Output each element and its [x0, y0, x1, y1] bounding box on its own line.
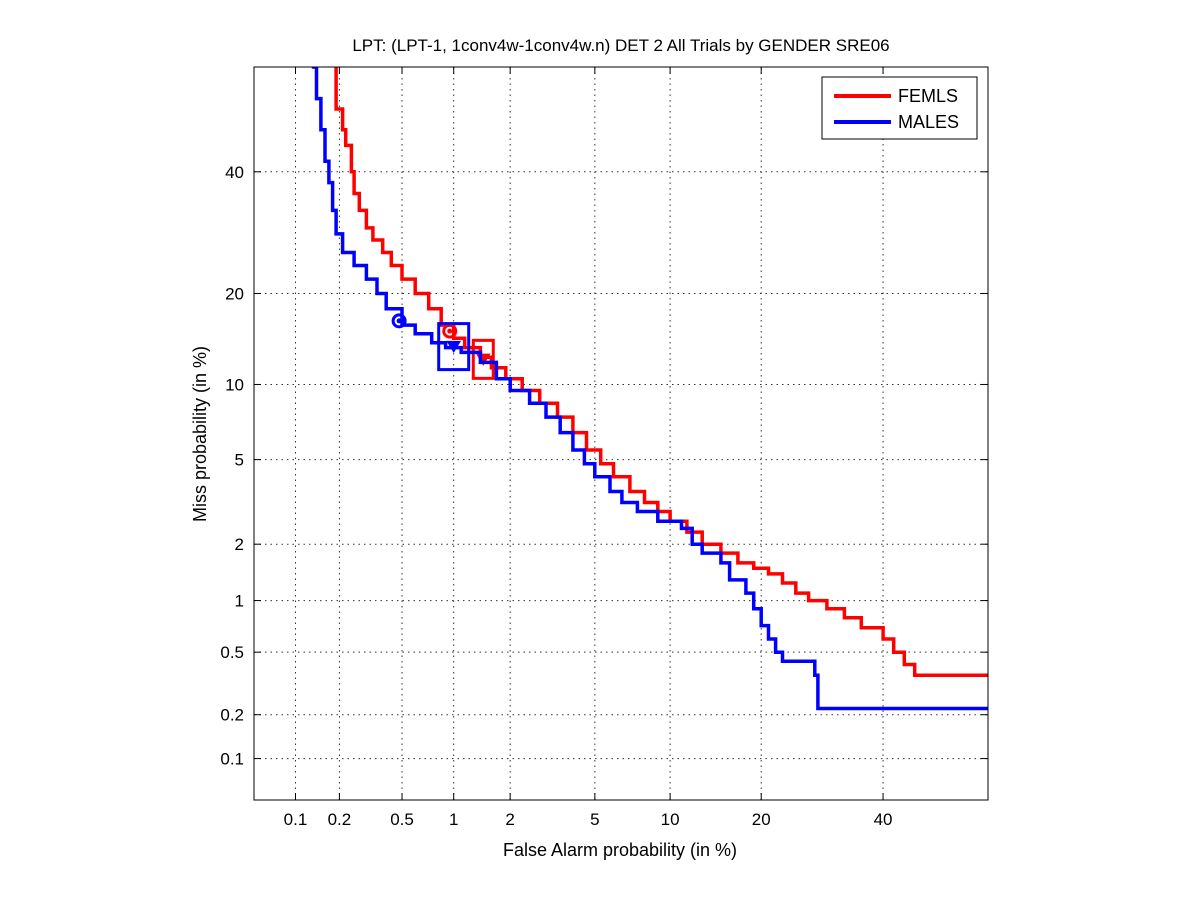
x-tick-label: 20	[752, 810, 771, 829]
plot-frame	[253, 66, 989, 801]
series-line-femls	[334, 67, 988, 678]
y-axis-label: Miss probability (in %)	[190, 346, 210, 522]
y-tick-label: 0.2	[220, 706, 244, 725]
x-axis-label: False Alarm probability (in %)	[503, 840, 737, 860]
x-tick-label: 10	[661, 810, 680, 829]
x-tick-label: 5	[590, 810, 599, 829]
act-dcf-box-femls	[471, 338, 495, 380]
y-tick-label: 1	[235, 592, 244, 611]
act-dcf-triangle-males	[446, 340, 462, 354]
y-tick-label: 40	[225, 163, 244, 182]
x-tick-label: 0.1	[284, 810, 308, 829]
act-dcf-box-males	[437, 322, 471, 372]
y-tick-label: 2	[235, 535, 244, 554]
series-line-males	[311, 67, 988, 711]
legend-box	[821, 76, 978, 140]
min-dcf-marker-males	[391, 313, 407, 329]
y-tick-label: 10	[225, 375, 244, 394]
min-dcf-dot-males	[396, 318, 402, 324]
y-tick-label: 5	[235, 451, 244, 470]
min-dcf-marker-femls	[442, 323, 458, 339]
x-tick-label: 0.2	[328, 810, 352, 829]
x-tick-label: 1	[449, 810, 458, 829]
ticks: 0.1 0.2 0.5 1 2 5 10 20 40 0.1 0.2 0.5 1 2 5 10 20 40	[220, 67, 988, 829]
legend: FEMLS MALES	[821, 76, 978, 140]
y-tick-label: 0.5	[220, 643, 244, 662]
legend-label-femls: FEMLS	[898, 86, 958, 106]
series-layer	[311, 67, 988, 711]
grid	[254, 67, 988, 800]
x-tick-label: 2	[505, 810, 514, 829]
chart-title: LPT: (LPT-1, 1conv4w-1conv4w.n) DET 2 Al…	[352, 36, 889, 55]
y-tick-label: 20	[225, 284, 244, 303]
x-tick-label: 40	[874, 810, 893, 829]
min-dcf-dot-femls	[447, 328, 453, 334]
x-tick-label: 0.5	[390, 810, 414, 829]
legend-label-males: MALES	[898, 112, 959, 132]
y-tick-label: 0.1	[220, 750, 244, 769]
